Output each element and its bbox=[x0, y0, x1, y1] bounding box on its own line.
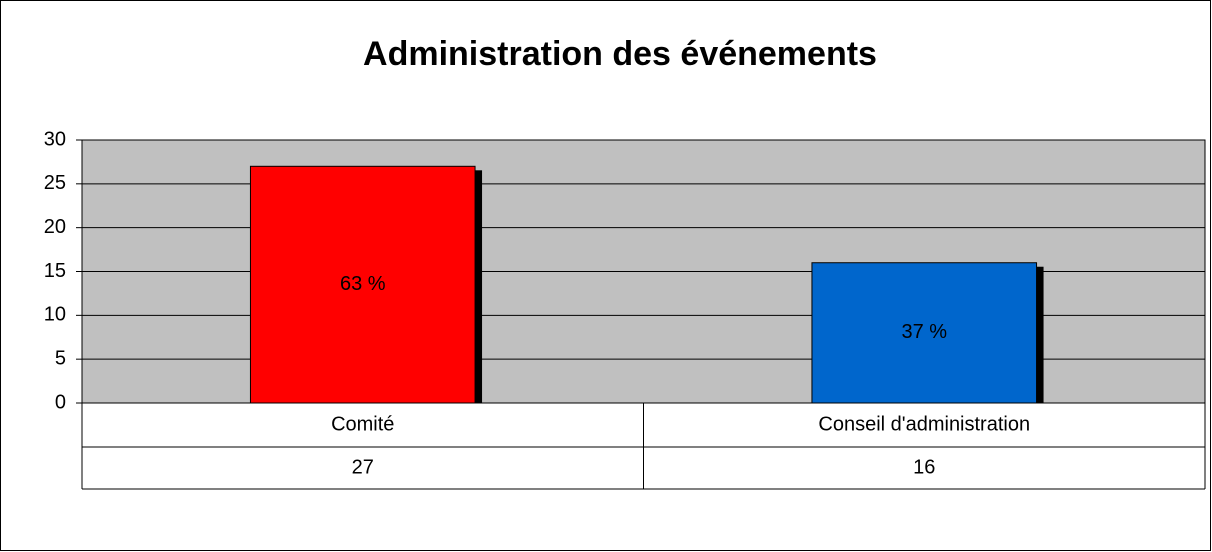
y-tick-label: 30 bbox=[44, 128, 66, 150]
bar bbox=[249, 165, 476, 404]
y-tick-label: 15 bbox=[44, 260, 66, 282]
y-tick-label: 5 bbox=[55, 347, 66, 369]
y-tick-label: 25 bbox=[44, 172, 66, 194]
x-tick-label: Comité bbox=[331, 413, 394, 435]
y-tick-label: 10 bbox=[44, 304, 66, 326]
bar bbox=[811, 262, 1038, 404]
table-value: 16 bbox=[913, 456, 935, 478]
bar-label: 63 % bbox=[340, 273, 386, 295]
table-value: 27 bbox=[352, 456, 374, 478]
y-tick-label: 0 bbox=[55, 391, 66, 413]
x-tick-label: Conseil d'administration bbox=[818, 413, 1030, 435]
y-tick-label: 20 bbox=[44, 216, 66, 238]
chart-title: Administration des événements bbox=[363, 35, 877, 73]
bar-label: 37 % bbox=[901, 321, 947, 343]
